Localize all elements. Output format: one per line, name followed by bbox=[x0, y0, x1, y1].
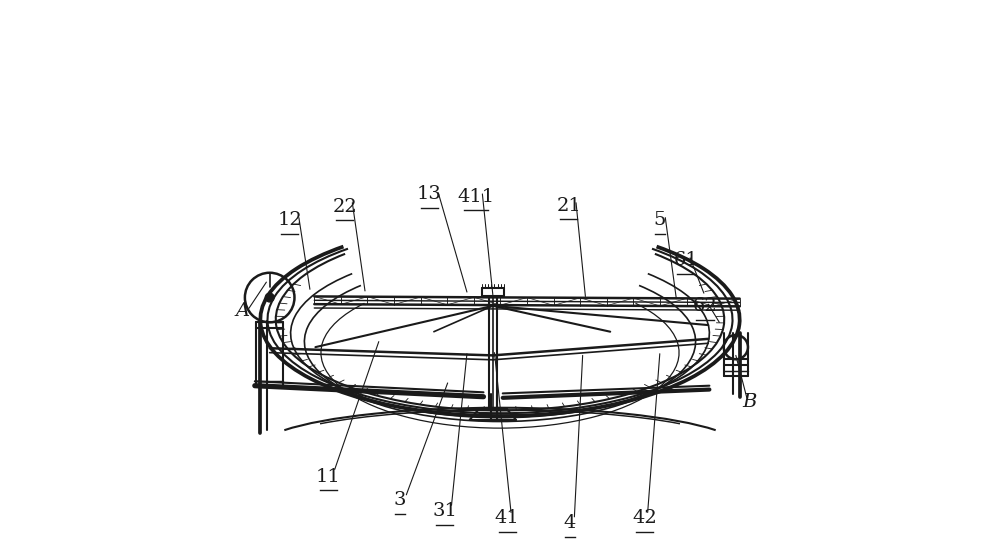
Text: 22: 22 bbox=[332, 198, 357, 215]
Text: 3: 3 bbox=[393, 491, 406, 509]
Text: B: B bbox=[742, 393, 756, 411]
Circle shape bbox=[265, 293, 274, 302]
Text: A: A bbox=[236, 302, 250, 320]
Text: 12: 12 bbox=[277, 212, 302, 229]
Text: 4: 4 bbox=[564, 515, 576, 532]
Text: 61: 61 bbox=[673, 251, 698, 269]
Text: 42: 42 bbox=[633, 509, 657, 527]
Text: 31: 31 bbox=[432, 502, 457, 520]
Text: 62: 62 bbox=[693, 297, 717, 315]
Text: 5: 5 bbox=[654, 212, 666, 229]
Text: 21: 21 bbox=[556, 197, 581, 214]
Text: 411: 411 bbox=[458, 188, 495, 206]
Text: 13: 13 bbox=[417, 185, 442, 203]
Text: 41: 41 bbox=[495, 509, 520, 527]
Text: 11: 11 bbox=[316, 468, 340, 485]
